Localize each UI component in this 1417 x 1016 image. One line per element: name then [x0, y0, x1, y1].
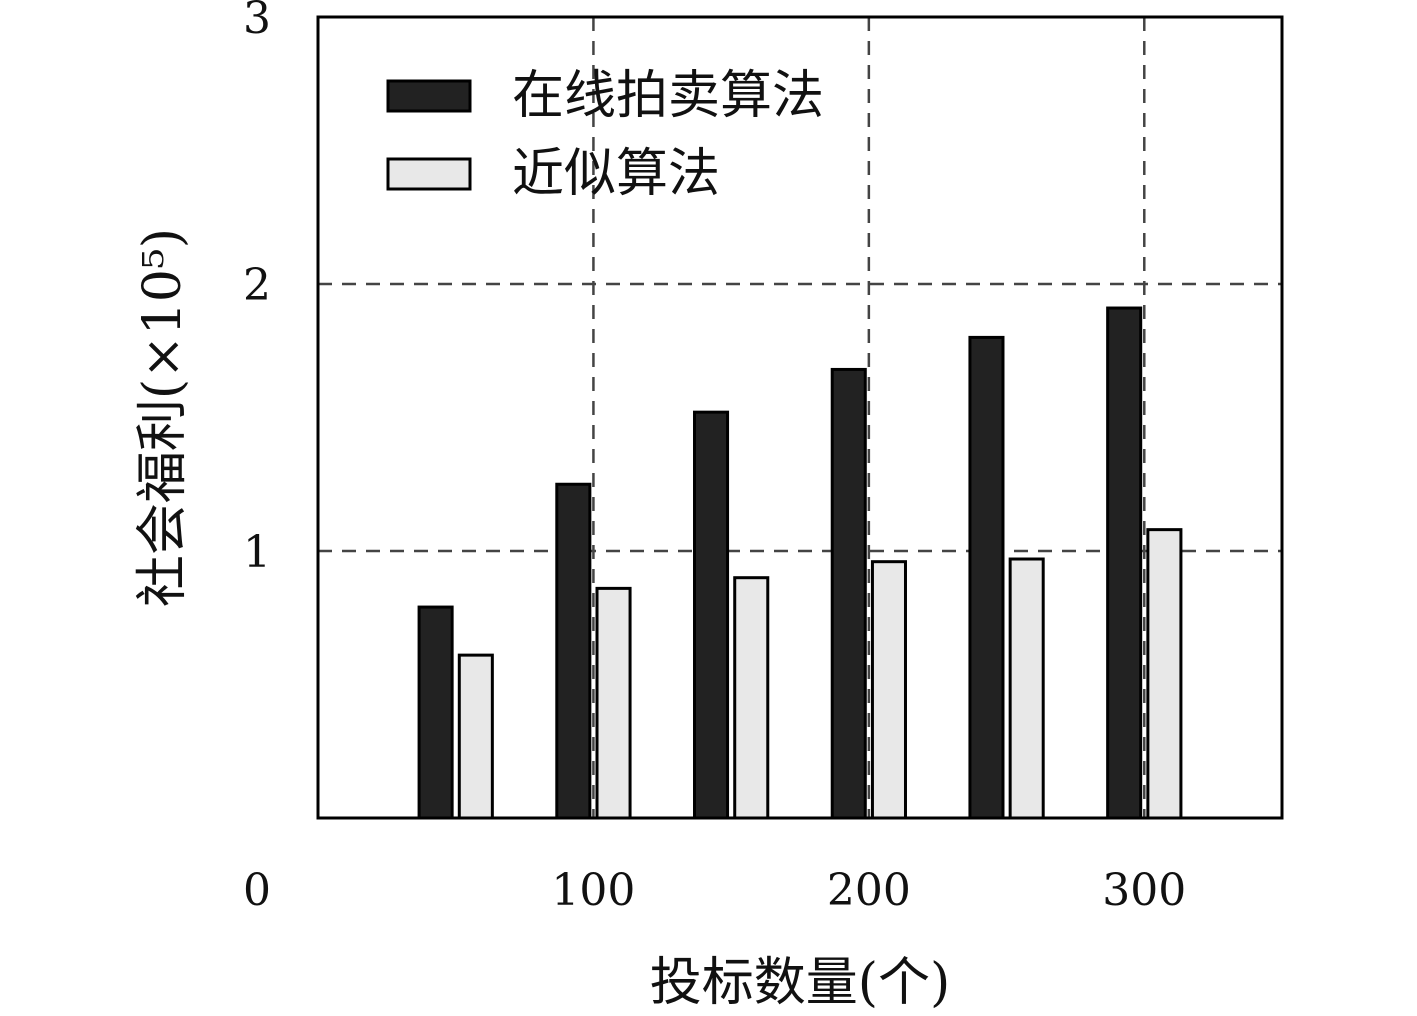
- plot-frame: [316, 15, 1284, 820]
- y-tick-label: 3: [243, 0, 271, 44]
- x-axis-label: 投标数量(个): [650, 953, 951, 1013]
- y-tick-label: 1: [243, 527, 271, 578]
- legend-label-2: 近似算法: [512, 144, 720, 204]
- bars: [417, 306, 1183, 820]
- bar-series-1: [417, 605, 454, 820]
- x-tick-labels: 0 100 200 300: [243, 865, 1186, 916]
- bar-series-2: [595, 586, 632, 820]
- bar-series-1: [693, 410, 730, 820]
- y-tick-label: 2: [243, 260, 271, 311]
- bar-series-1: [830, 367, 867, 820]
- bar-series-1: [968, 335, 1005, 820]
- bar-series-1: [555, 482, 592, 820]
- x-tick-label: 100: [551, 865, 635, 916]
- bar-series-2: [1008, 557, 1045, 820]
- bar-series-2: [1146, 528, 1183, 820]
- y-axis-label: 社会福利(×10⁵): [133, 228, 193, 607]
- legend-swatch-1: [386, 79, 472, 113]
- x-tick-label: 200: [827, 865, 911, 916]
- bar-series-1: [1106, 306, 1143, 820]
- x-tick-label: 300: [1102, 865, 1186, 916]
- legend-label-1: 在线拍卖算法: [512, 66, 824, 126]
- legend-swatch-2: [386, 157, 472, 191]
- bar-series-2: [457, 653, 494, 820]
- y-tick-labels: 1 2 3: [243, 0, 271, 578]
- bar-series-2: [733, 576, 770, 820]
- x-tick-label: 0: [243, 865, 271, 916]
- bar-series-2: [870, 560, 907, 820]
